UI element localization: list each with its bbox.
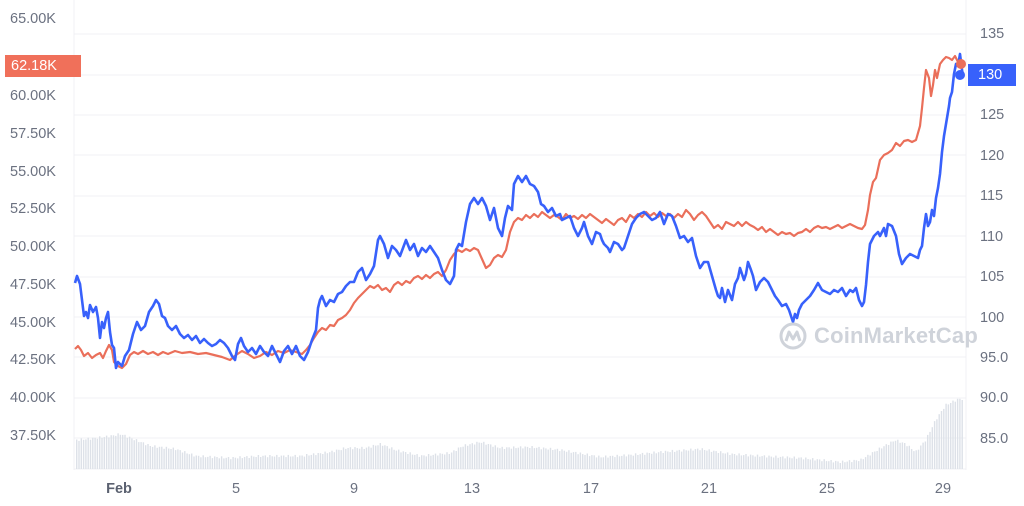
right-axis-label: 105 bbox=[980, 269, 1005, 285]
left-axis-label: 57.50K bbox=[10, 126, 56, 142]
secondary-current-badge: 130 bbox=[968, 64, 1016, 86]
x-axis-label: Feb bbox=[106, 481, 132, 497]
watermark-text: CoinMarketCap bbox=[814, 323, 978, 348]
right-axis-label: 100 bbox=[980, 310, 1005, 326]
right-axis-label: 135 bbox=[980, 26, 1005, 42]
price-line[interactable] bbox=[74, 54, 962, 370]
left-axis-label: 55.00K bbox=[10, 164, 56, 180]
right-axis-label: 110 bbox=[980, 229, 1004, 245]
watermark: CoinMarketCap bbox=[778, 321, 978, 351]
x-axis-label: 9 bbox=[349, 481, 359, 497]
secondary-line[interactable] bbox=[73, 52, 965, 370]
left-axis-label: 40.00K bbox=[10, 390, 56, 406]
price-end-marker bbox=[956, 59, 966, 69]
volume-bars bbox=[76, 398, 963, 469]
right-axis-label: 85.0 bbox=[980, 431, 1009, 447]
left-axis-label: 50.00K bbox=[10, 239, 56, 255]
x-axis-label: 5 bbox=[231, 481, 241, 497]
left-axis-label: 37.50K bbox=[10, 428, 56, 444]
right-axis-label: 125 bbox=[980, 107, 1005, 123]
right-axis-label: 95.0 bbox=[980, 350, 1009, 366]
x-axis-label: 21 bbox=[700, 481, 718, 497]
right-axis-label: 115 bbox=[980, 188, 1004, 204]
left-axis-label: 42.50K bbox=[10, 352, 56, 368]
x-axis-label: 17 bbox=[582, 481, 600, 497]
secondary-end-marker bbox=[955, 70, 965, 80]
right-axis-label: 90.0 bbox=[980, 390, 1009, 406]
x-axis-label: 25 bbox=[818, 481, 836, 497]
left-axis-label: 45.00K bbox=[10, 315, 56, 331]
x-axis-label: 29 bbox=[934, 481, 952, 497]
left-axis-label: 52.50K bbox=[10, 201, 56, 217]
left-axis-label: 47.50K bbox=[10, 277, 56, 293]
grid-lines bbox=[74, 33, 966, 470]
left-axis-label: 60.00K bbox=[10, 88, 56, 104]
right-axis-label: 120 bbox=[980, 148, 1005, 164]
coinmarketcap-logo-icon bbox=[779, 322, 807, 350]
x-axis-label: 13 bbox=[463, 481, 481, 497]
price-current-badge: 62.18K bbox=[5, 55, 81, 77]
left-axis-label: 65.00K bbox=[10, 11, 56, 27]
